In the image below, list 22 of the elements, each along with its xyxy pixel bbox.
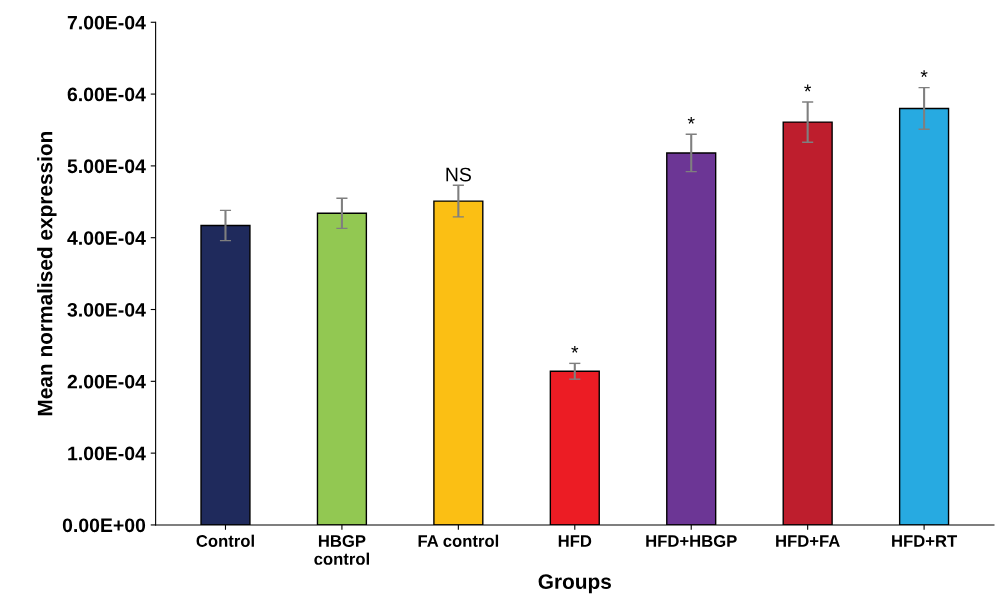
y-tick-label: 7.00E-04 (67, 15, 146, 30)
x-tick-label: Control (196, 534, 254, 547)
annotation: * (920, 70, 928, 78)
annotation: * (804, 84, 812, 92)
x-tick-label: FA control (418, 534, 499, 547)
annotation: * (571, 345, 579, 353)
y-tick-label: 3.00E-04 (67, 302, 146, 317)
y-tick-label: 2.00E-04 (67, 374, 146, 389)
y-tick-label: 1.00E-04 (68, 446, 146, 461)
y-tick-label: 5.00E-04 (67, 159, 146, 174)
x-tick-label: HBGP control (314, 535, 369, 565)
y-tick-label: 4.00E-04 (67, 231, 146, 245)
x-tick-label: HFD+HBGP (646, 535, 737, 547)
annotation: NS (446, 167, 471, 182)
annotation: * (687, 116, 695, 124)
y-tick-label: 0.00E+00 (62, 518, 146, 533)
x-axis-title: Groups (538, 574, 611, 594)
y-axis-title: Mean normalised expression (37, 131, 57, 416)
x-tick-label: HFD (558, 535, 592, 547)
x-tick-label: HFD+RT (892, 535, 958, 547)
y-tick-label: 6.00E-04 (67, 87, 146, 102)
x-tick-label: HFD+FA (776, 535, 840, 547)
